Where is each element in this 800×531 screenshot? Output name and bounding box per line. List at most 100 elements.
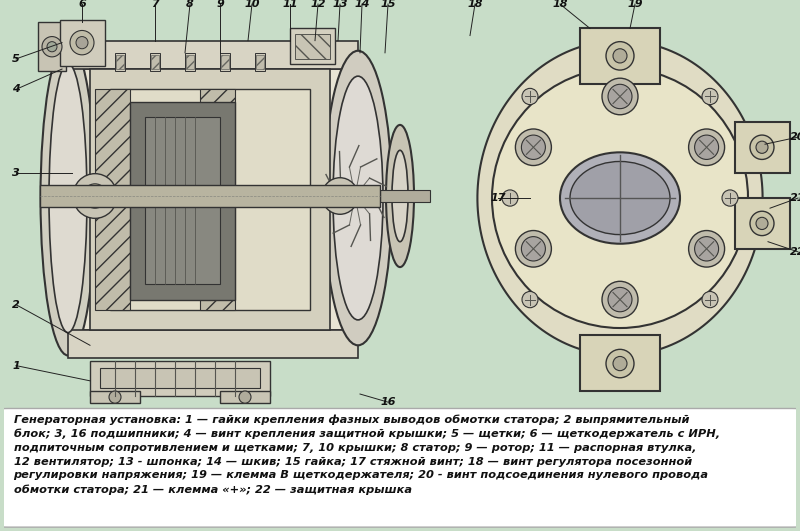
Text: 18: 18 <box>552 0 568 9</box>
Circle shape <box>602 281 638 318</box>
Text: 7: 7 <box>151 0 159 9</box>
Ellipse shape <box>324 51 392 345</box>
Circle shape <box>47 41 57 52</box>
Circle shape <box>42 37 62 57</box>
Circle shape <box>689 129 725 166</box>
Circle shape <box>76 37 88 49</box>
Text: 11: 11 <box>282 0 298 9</box>
Bar <box>38 22 66 71</box>
Text: Генераторная установка: 1 — гайки крепления фазных выводов обмотки статора; 2 вы: Генераторная установка: 1 — гайки крепле… <box>14 415 720 494</box>
Circle shape <box>502 190 518 206</box>
Circle shape <box>613 49 627 63</box>
Bar <box>221 55 229 69</box>
Circle shape <box>694 237 718 261</box>
Bar <box>90 391 140 403</box>
Circle shape <box>73 174 117 218</box>
Text: 12: 12 <box>310 0 326 9</box>
Text: 13: 13 <box>332 0 348 9</box>
Circle shape <box>756 217 768 229</box>
Circle shape <box>83 184 107 208</box>
Bar <box>40 185 380 207</box>
FancyBboxPatch shape <box>0 408 800 527</box>
Circle shape <box>608 84 632 109</box>
Bar <box>186 55 194 69</box>
Ellipse shape <box>570 161 670 235</box>
Text: 9: 9 <box>216 0 224 9</box>
Bar <box>735 122 790 173</box>
Text: 6: 6 <box>78 0 86 9</box>
Circle shape <box>522 88 538 105</box>
Circle shape <box>522 237 546 261</box>
Bar <box>95 89 130 310</box>
Bar <box>220 391 270 403</box>
Ellipse shape <box>560 152 680 244</box>
Text: 15: 15 <box>380 0 396 9</box>
Circle shape <box>750 135 774 159</box>
Circle shape <box>702 88 718 105</box>
Circle shape <box>602 78 638 115</box>
Text: 1: 1 <box>12 361 20 371</box>
Bar <box>256 55 264 69</box>
Bar <box>90 361 270 396</box>
Circle shape <box>522 135 546 159</box>
Circle shape <box>689 230 725 267</box>
Bar <box>130 101 235 299</box>
Circle shape <box>750 211 774 236</box>
Bar <box>115 53 125 71</box>
Bar <box>145 117 220 285</box>
Bar <box>68 41 358 69</box>
Circle shape <box>606 349 634 378</box>
Bar <box>150 53 160 71</box>
Circle shape <box>756 141 768 153</box>
Bar <box>290 29 335 64</box>
Bar <box>151 55 159 69</box>
Bar <box>200 89 235 310</box>
Circle shape <box>606 41 634 70</box>
Circle shape <box>694 135 718 159</box>
Ellipse shape <box>392 150 408 242</box>
Circle shape <box>515 129 551 166</box>
Ellipse shape <box>41 41 95 355</box>
Text: 8: 8 <box>186 0 194 9</box>
Bar <box>90 69 330 330</box>
Text: 10: 10 <box>244 0 260 9</box>
Bar <box>68 69 358 330</box>
Text: 2: 2 <box>12 299 20 310</box>
Circle shape <box>322 178 358 215</box>
Text: 16: 16 <box>380 397 396 407</box>
Text: 22: 22 <box>790 247 800 257</box>
Circle shape <box>613 356 627 371</box>
Ellipse shape <box>333 76 383 320</box>
Bar <box>116 55 124 69</box>
Bar <box>580 335 660 391</box>
Text: 17: 17 <box>490 193 506 203</box>
Bar <box>100 367 260 388</box>
Text: 19: 19 <box>627 0 642 9</box>
Circle shape <box>722 190 738 206</box>
Bar <box>380 190 430 202</box>
Bar <box>735 198 790 249</box>
Bar <box>580 29 660 84</box>
Circle shape <box>515 230 551 267</box>
Bar <box>220 53 230 71</box>
Circle shape <box>608 287 632 312</box>
Circle shape <box>330 186 350 206</box>
Ellipse shape <box>49 64 87 332</box>
Bar <box>110 89 310 310</box>
Circle shape <box>522 292 538 307</box>
Circle shape <box>239 391 251 403</box>
Text: 20: 20 <box>790 132 800 142</box>
Text: 14: 14 <box>354 0 370 9</box>
Bar <box>255 53 265 71</box>
Bar <box>185 53 195 71</box>
Circle shape <box>70 30 94 55</box>
Text: 18: 18 <box>467 0 482 9</box>
Text: 5: 5 <box>12 54 20 64</box>
Bar <box>68 330 358 358</box>
Text: 3: 3 <box>12 168 20 178</box>
Circle shape <box>109 391 121 403</box>
Circle shape <box>492 68 748 328</box>
Ellipse shape <box>386 125 414 267</box>
Circle shape <box>702 292 718 307</box>
Bar <box>60 20 105 66</box>
